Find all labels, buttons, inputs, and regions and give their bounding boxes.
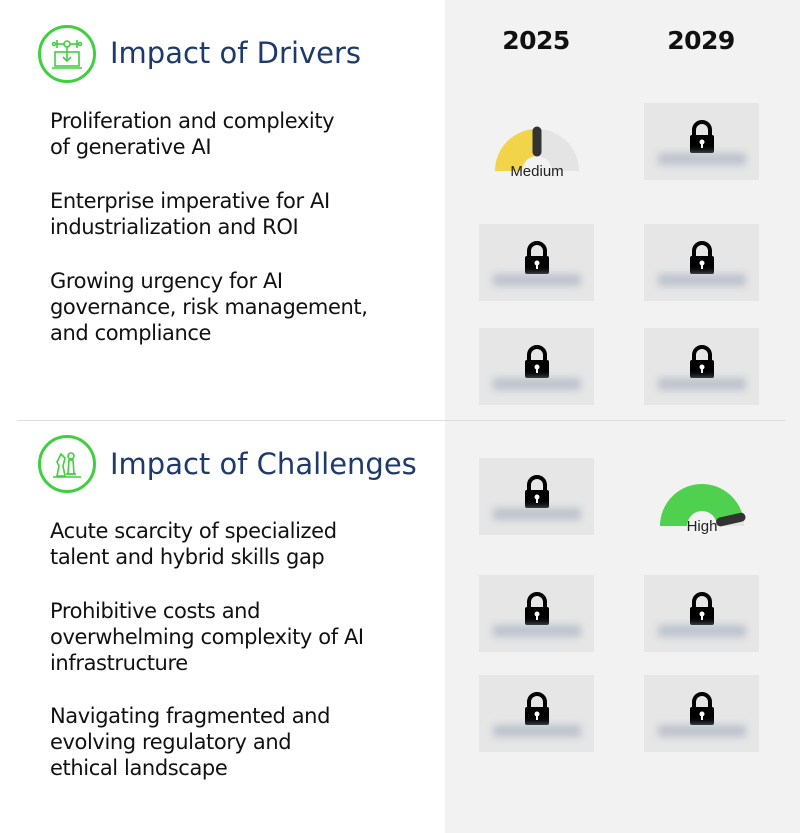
- label-line: Enterprise imperative for AI: [50, 189, 330, 213]
- blurred-value: [493, 625, 581, 637]
- locked-rating-2029[interactable]: [644, 224, 759, 301]
- label-line: Growing urgency for AI: [50, 269, 283, 293]
- blurred-value: [493, 378, 581, 390]
- gauge-label: High: [686, 518, 718, 535]
- locked-rating-2029[interactable]: [644, 675, 759, 752]
- lock-icon: [525, 241, 549, 274]
- blurred-value: [658, 625, 746, 637]
- locked-rating-2025[interactable]: [479, 328, 594, 405]
- blurred-value: [493, 274, 581, 286]
- locked-rating-2029[interactable]: [644, 103, 759, 180]
- locked-rating-2029[interactable]: [644, 575, 759, 652]
- drivers-row-label: Growing urgency for AI governance, risk m…: [50, 268, 410, 346]
- label-line: Acute scarcity of specialized: [50, 519, 337, 543]
- lock-icon: [525, 592, 549, 625]
- blurred-value: [658, 378, 746, 390]
- drivers-row-label: Proliferation and complexity of generativ…: [50, 108, 410, 160]
- locked-rating-2029[interactable]: [644, 328, 759, 405]
- label-line: industrialization and ROI: [50, 215, 299, 239]
- blurred-value: [658, 153, 746, 165]
- lock-icon: [690, 345, 714, 378]
- locked-rating-2025[interactable]: [479, 675, 594, 752]
- blurred-value: [658, 725, 746, 737]
- challenges-row-label: Acute scarcity of specialized talent and …: [50, 518, 410, 570]
- lock-icon: [690, 692, 714, 725]
- label-line: infrastructure: [50, 651, 188, 675]
- challenges-title: Impact of Challenges: [110, 447, 417, 481]
- challenges-row-label: Navigating fragmented and evolving regula…: [50, 703, 410, 781]
- label-line: talent and hybrid skills gap: [50, 545, 325, 569]
- label-line: Prohibitive costs and: [50, 599, 261, 623]
- impact-gauge: Medium: [477, 113, 597, 203]
- drivers-title: Impact of Drivers: [110, 36, 362, 70]
- label-line: Proliferation and complexity: [50, 109, 335, 133]
- blurred-value: [493, 725, 581, 737]
- lock-icon: [525, 345, 549, 378]
- column-header-2029: 2029: [667, 26, 735, 55]
- label-line: evolving regulatory and: [50, 730, 292, 754]
- label-line: governance, risk management,: [50, 295, 368, 319]
- drivers-row-label: Enterprise imperative for AI industrializ…: [50, 188, 410, 240]
- chess-pieces-icon: [38, 435, 96, 493]
- label-line: of generative AI: [50, 135, 212, 159]
- label-line: ethical landscape: [50, 756, 228, 780]
- gauge-label: Medium: [510, 163, 564, 180]
- locked-rating-2025[interactable]: [479, 575, 594, 652]
- gauge-dial: [495, 126, 579, 171]
- blurred-value: [493, 508, 581, 520]
- label-line: and compliance: [50, 321, 212, 345]
- lock-icon: [690, 592, 714, 625]
- gauge-needle: [716, 512, 746, 527]
- gauge-dial: [660, 484, 746, 527]
- locked-rating-2025[interactable]: [479, 224, 594, 301]
- blurred-value: [658, 274, 746, 286]
- label-line: Navigating fragmented and: [50, 704, 331, 728]
- ai-laptop-icon: [38, 25, 96, 83]
- label-line: overwhelming complexity of AI: [50, 625, 364, 649]
- lock-icon: [690, 120, 714, 153]
- section-divider: [17, 420, 785, 421]
- challenges-row-label: Prohibitive costs and overwhelming comple…: [50, 598, 410, 676]
- impact-gauge: High: [642, 468, 762, 558]
- lock-icon: [690, 241, 714, 274]
- column-header-2025: 2025: [502, 26, 570, 55]
- lock-icon: [525, 475, 549, 508]
- lock-icon: [525, 692, 549, 725]
- locked-rating-2025[interactable]: [479, 458, 594, 535]
